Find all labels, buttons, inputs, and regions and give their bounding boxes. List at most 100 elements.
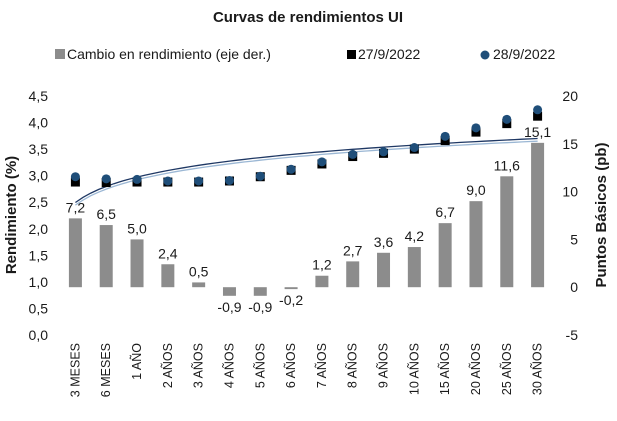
point-circle [132,174,142,184]
bar-data-label: 15,1 [524,124,551,140]
point-circle [163,176,173,186]
bar [407,247,421,288]
bar-data-label: -0,2 [279,292,303,308]
bar-data-label: 11,6 [494,157,520,173]
bar [531,142,545,288]
point-circle [440,131,450,141]
bar-data-label: 0,5 [189,263,209,279]
bar [130,239,144,288]
x-tick-label: 8 AÑOS [346,343,360,388]
bar [469,201,483,288]
point-circle [409,143,419,153]
y-right-tick-label: 5 [570,231,578,247]
y-right-tick-label: -5 [566,327,579,343]
point-circle [224,175,234,185]
x-tick-label: 3 MESES [68,343,82,397]
chart-title: Curvas de rendimientos UI [213,9,403,26]
bar-data-label: 9,0 [466,182,486,198]
point-circle [471,123,481,133]
bar-data-label: 1,2 [312,257,332,273]
legend-label-series-1: 27/9/2022 [358,46,420,62]
point-circle [502,114,512,124]
y-left-tick-label: 4,5 [29,88,49,104]
y-left-tick-label: 3,5 [29,141,49,157]
point-series [70,105,543,188]
legend-marker-circle [480,50,490,60]
point-circle [101,174,111,184]
bar-data-label: 6,5 [96,206,116,222]
y-left-tick-label: 2,5 [29,194,49,210]
bar [284,287,298,290]
y-right-tick-label: 15 [562,136,578,152]
x-tick-label: 6 MESES [99,343,113,397]
legend-marker-square [347,50,356,59]
point-circle [255,171,265,181]
y-left-tick-label: 1,0 [29,274,49,290]
bar [253,287,267,296]
x-tick-label: 2 AÑOS [161,343,175,388]
y-right-tick-label: 10 [562,184,578,200]
trendline [75,140,538,206]
y-right-tick-label: 20 [562,88,578,104]
y-left-tick-label: 2,0 [29,221,49,237]
bar-data-labels: 7,2 6,5 5,0 2,4 0,5 -0,9 -0,9 -0,2 1,2 2,7 3,6 4,2 6… [66,124,552,315]
bar [438,223,452,288]
x-tick-label: 30 AÑOS [531,343,545,395]
bar-data-label: 3,6 [374,234,394,250]
point-circle [533,105,543,115]
point-square [533,111,543,121]
x-tick-label: 3 AÑOS [192,343,206,388]
bar [99,225,113,288]
point-circle [317,157,327,167]
x-tick-label: 25 AÑOS [500,343,514,395]
bar [346,261,360,288]
legend-label-bar-series: Cambio en rendimiento (eje der.) [67,46,271,62]
legend-swatch-bar-series [55,49,65,59]
y-right-ticks: -5 0 5 10 15 20 [562,88,578,343]
x-tick-label: 1 AÑO [130,343,144,380]
x-ticks: 3 MESES 6 MESES 1 AÑO 2 AÑOS 3 AÑOS 4 AÑOS 5 A… [68,343,544,397]
bar-data-label: -0,9 [217,299,241,315]
y-left-tick-label: 0,5 [29,300,49,316]
x-tick-label: 6 AÑOS [284,343,298,388]
y-left-tick-label: 1,5 [29,247,49,263]
bar [377,252,391,288]
bar-data-label: -0,9 [248,299,272,315]
x-tick-label: 9 AÑOS [377,343,391,388]
bar [222,287,236,296]
bar-data-label: 4,2 [405,228,425,244]
point-circle [194,176,204,186]
point-circle [348,149,358,159]
bar [500,176,514,288]
y-right-axis-title: Puntos Básicos (pb) [593,142,610,287]
y-left-axis-title: Rendimiento (%) [3,156,20,274]
legend: Cambio en rendimiento (eje der.) 27/9/20… [55,46,555,62]
bar [161,264,175,288]
y-left-tick-label: 3,0 [29,168,49,184]
y-left-tick-label: 4,0 [29,115,49,131]
x-tick-label: 10 AÑOS [407,343,421,395]
x-tick-label: 4 AÑOS [222,343,236,388]
point-square [70,177,80,187]
trendline [75,137,538,204]
bar-data-label: 7,2 [66,199,86,215]
bar-series [68,142,545,296]
x-tick-label: 5 AÑOS [253,343,267,388]
y-right-tick-label: 0 [570,279,578,295]
x-tick-label: 15 AÑOS [438,343,452,395]
x-tick-label: 7 AÑOS [315,343,329,388]
bar-data-label: 2,4 [158,245,178,261]
y-left-ticks: 0,0 0,5 1,0 1,5 2,0 2,5 3,0 3,5 4,0 4,5 [29,88,49,343]
trendlines [75,137,538,206]
x-tick-label: 20 AÑOS [469,343,483,395]
bar [192,282,206,288]
bar-data-label: 5,0 [127,220,147,236]
legend-label-series-2: 28/9/2022 [493,46,555,62]
point-circle [286,164,296,174]
point-circle [379,147,389,157]
bar-data-label: 2,7 [343,242,363,258]
bar [315,275,329,288]
point-circle [70,172,80,182]
